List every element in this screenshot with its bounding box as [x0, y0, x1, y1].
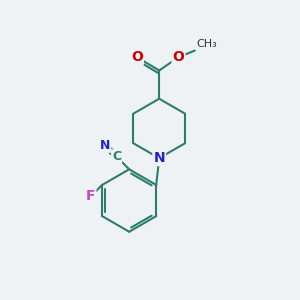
Text: O: O [131, 50, 143, 64]
Text: CH₃: CH₃ [196, 39, 217, 49]
Text: O: O [172, 50, 184, 64]
Text: C: C [112, 150, 121, 163]
Text: F: F [86, 190, 95, 203]
Text: N: N [153, 151, 165, 165]
Text: N: N [100, 139, 110, 152]
